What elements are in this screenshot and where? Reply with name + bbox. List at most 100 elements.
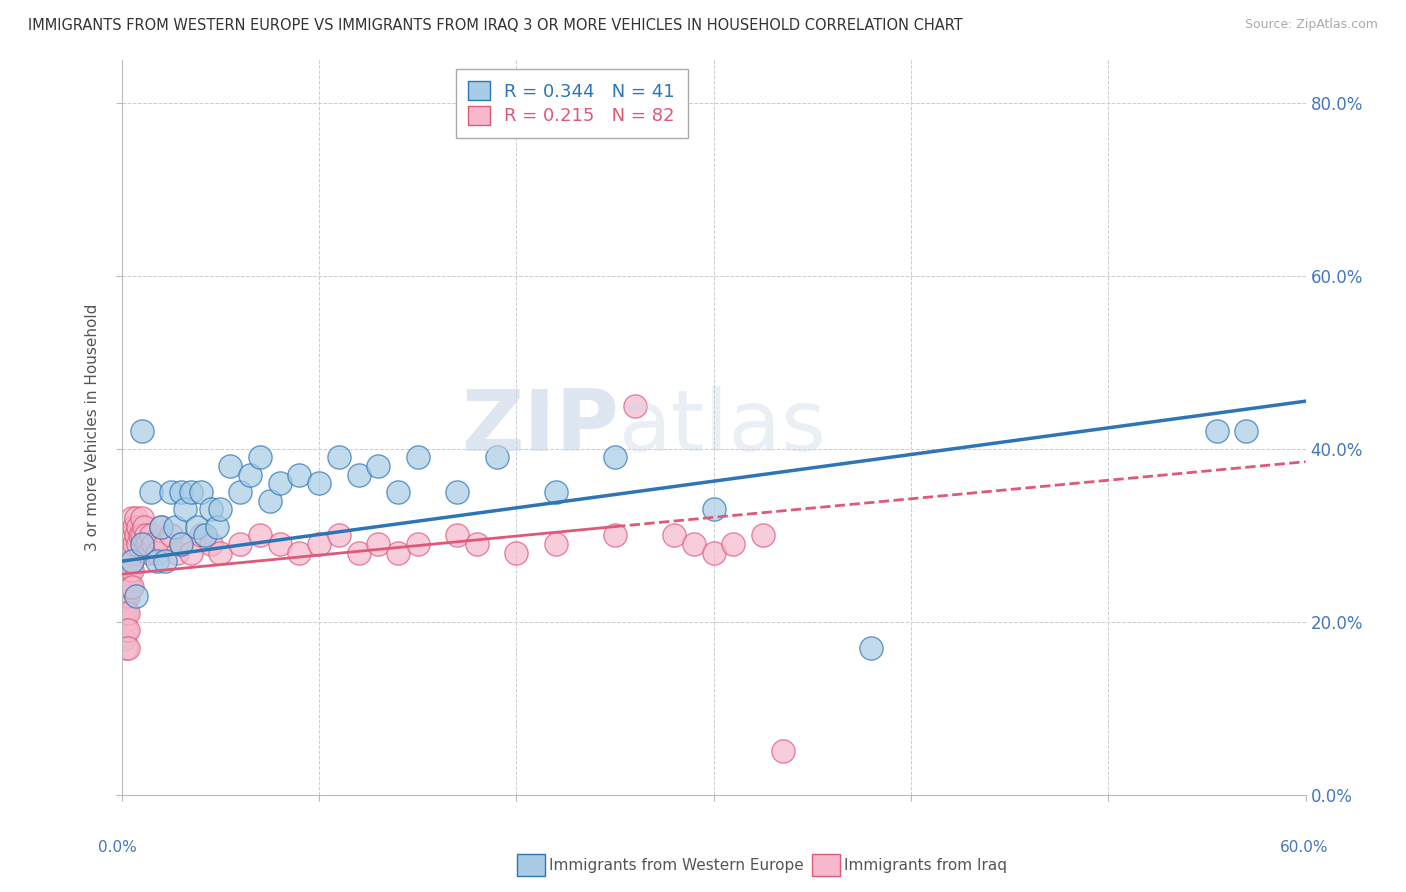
Point <box>259 493 281 508</box>
Point <box>131 528 153 542</box>
Point <box>603 528 626 542</box>
Point <box>114 606 136 620</box>
Point <box>170 485 193 500</box>
Point <box>150 519 173 533</box>
Point <box>505 545 527 559</box>
Point <box>124 511 146 525</box>
Point <box>117 640 139 655</box>
Point <box>114 624 136 638</box>
Text: atlas: atlas <box>619 385 827 468</box>
Point <box>117 624 139 638</box>
Point <box>170 537 193 551</box>
Point <box>112 545 135 559</box>
Point <box>117 606 139 620</box>
Point <box>166 545 188 559</box>
Point <box>124 528 146 542</box>
Point <box>603 450 626 465</box>
Point <box>131 425 153 439</box>
Point <box>209 545 232 559</box>
Point <box>1234 425 1257 439</box>
Point <box>387 545 409 559</box>
Point <box>127 519 149 533</box>
Point <box>138 545 160 559</box>
Point <box>190 485 212 500</box>
Point <box>121 511 143 525</box>
Point <box>114 589 136 603</box>
Point <box>328 528 350 542</box>
Point <box>347 467 370 482</box>
Text: ZIP: ZIP <box>461 385 619 468</box>
Point <box>112 589 135 603</box>
Point <box>249 528 271 542</box>
Point <box>121 580 143 594</box>
Point <box>112 598 135 612</box>
Point <box>723 537 745 551</box>
Point <box>367 537 389 551</box>
Point <box>118 528 141 542</box>
Point <box>136 537 159 551</box>
Point <box>142 537 165 551</box>
Point <box>406 450 429 465</box>
Point <box>288 545 311 559</box>
Point <box>114 528 136 542</box>
Point <box>239 467 262 482</box>
Point <box>155 554 177 568</box>
Point <box>703 545 725 559</box>
Point <box>114 640 136 655</box>
Point <box>446 485 468 500</box>
Point <box>114 537 136 551</box>
Point <box>683 537 706 551</box>
Point <box>155 537 177 551</box>
Point <box>174 502 197 516</box>
Point <box>121 563 143 577</box>
Point <box>308 537 330 551</box>
Y-axis label: 3 or more Vehicles in Household: 3 or more Vehicles in Household <box>86 303 100 550</box>
Point <box>124 589 146 603</box>
Point <box>229 537 252 551</box>
Point <box>406 537 429 551</box>
Point <box>170 537 193 551</box>
Point <box>121 545 143 559</box>
Point <box>180 485 202 500</box>
Text: Source: ZipAtlas.com: Source: ZipAtlas.com <box>1244 18 1378 31</box>
Point <box>288 467 311 482</box>
Point <box>128 528 150 542</box>
Point <box>219 458 242 473</box>
Point <box>205 519 228 533</box>
Point <box>269 537 291 551</box>
Point <box>117 571 139 585</box>
Point <box>387 485 409 500</box>
Point <box>141 528 163 542</box>
Text: Immigrants from Western Europe: Immigrants from Western Europe <box>550 858 804 872</box>
Point <box>860 640 883 655</box>
Point <box>180 545 202 559</box>
Point <box>160 485 183 500</box>
Text: Immigrants from Iraq: Immigrants from Iraq <box>845 858 1008 872</box>
Point <box>200 537 222 551</box>
Point <box>150 519 173 533</box>
Point <box>703 502 725 516</box>
Point <box>122 537 145 551</box>
Point <box>347 545 370 559</box>
Point <box>117 537 139 551</box>
Point <box>249 450 271 465</box>
Point <box>465 537 488 551</box>
Point <box>122 519 145 533</box>
Point <box>772 744 794 758</box>
Point <box>200 502 222 516</box>
Point <box>308 476 330 491</box>
Point <box>112 580 135 594</box>
Point <box>194 528 217 542</box>
Point <box>544 537 567 551</box>
Point <box>209 502 232 516</box>
Text: IMMIGRANTS FROM WESTERN EUROPE VS IMMIGRANTS FROM IRAQ 3 OR MORE VEHICLES IN HOU: IMMIGRANTS FROM WESTERN EUROPE VS IMMIGR… <box>28 18 963 33</box>
Point <box>190 528 212 542</box>
Point <box>146 554 169 568</box>
Point <box>127 537 149 551</box>
Point <box>117 589 139 603</box>
Point <box>141 485 163 500</box>
Point <box>446 528 468 542</box>
Point <box>121 528 143 542</box>
Point <box>118 580 141 594</box>
Point <box>118 545 141 559</box>
